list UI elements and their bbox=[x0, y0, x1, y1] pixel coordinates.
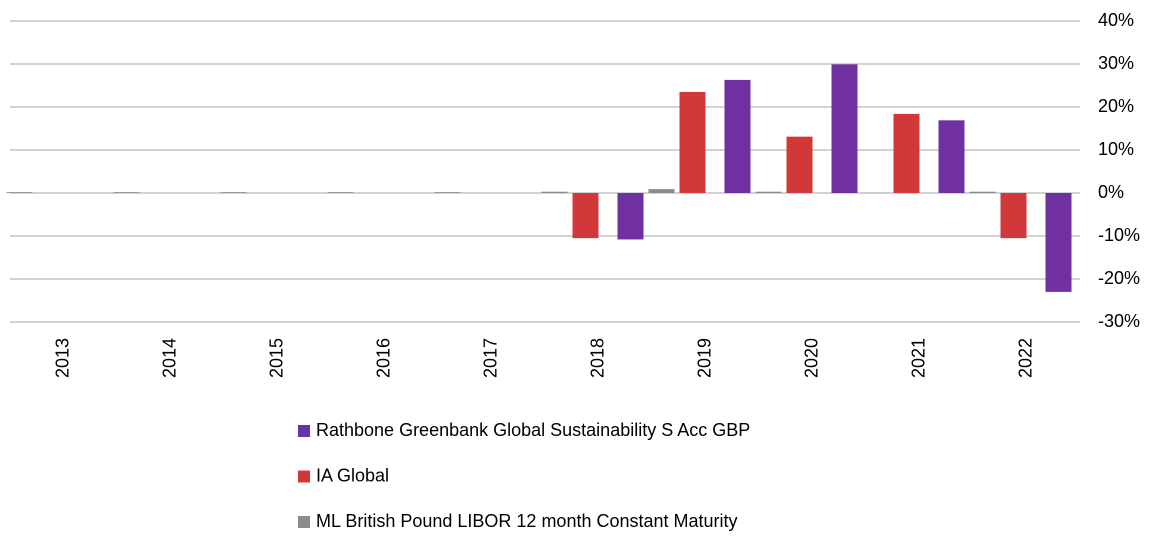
x-tick-label: 2018 bbox=[587, 338, 607, 378]
bar bbox=[755, 191, 782, 193]
x-tick-label: 2021 bbox=[908, 338, 928, 378]
legend-label: Rathbone Greenbank Global Sustainability… bbox=[316, 420, 750, 440]
legend-swatch bbox=[298, 516, 310, 528]
y-tick-label: 0% bbox=[1098, 182, 1124, 202]
x-tick-label: 2022 bbox=[1015, 338, 1035, 378]
bar bbox=[434, 192, 461, 193]
bar bbox=[617, 193, 644, 240]
y-tick-label: 40% bbox=[1098, 10, 1134, 30]
legend-label: ML British Pound LIBOR 12 month Constant… bbox=[316, 511, 738, 531]
y-tick-label: -30% bbox=[1098, 311, 1140, 331]
y-tick-label: 10% bbox=[1098, 139, 1134, 159]
x-tick-label: 2020 bbox=[801, 338, 821, 378]
bar bbox=[831, 64, 858, 194]
bar bbox=[113, 192, 140, 193]
x-tick-label: 2013 bbox=[52, 338, 72, 378]
legend-label: IA Global bbox=[316, 465, 389, 485]
y-tick-label: -20% bbox=[1098, 268, 1140, 288]
bar bbox=[786, 136, 813, 193]
y-tick-label: 30% bbox=[1098, 53, 1134, 73]
bar bbox=[541, 191, 568, 193]
bar bbox=[969, 191, 996, 193]
x-tick-label: 2015 bbox=[266, 338, 286, 378]
x-tick-label: 2019 bbox=[694, 338, 714, 378]
x-tick-label: 2017 bbox=[480, 338, 500, 378]
bar bbox=[724, 79, 751, 193]
bar bbox=[862, 192, 889, 194]
y-tick-label: -10% bbox=[1098, 225, 1140, 245]
bar bbox=[893, 113, 920, 193]
bar bbox=[572, 193, 599, 239]
bar bbox=[1045, 193, 1072, 292]
bar bbox=[327, 192, 354, 193]
legend-swatch bbox=[298, 470, 310, 483]
legend-swatch bbox=[298, 425, 310, 437]
bar bbox=[1000, 193, 1027, 239]
bar bbox=[220, 192, 247, 193]
bar bbox=[679, 91, 706, 193]
x-tick-label: 2016 bbox=[373, 338, 393, 378]
bar bbox=[6, 192, 33, 193]
bar bbox=[938, 120, 965, 193]
bar bbox=[648, 189, 675, 193]
y-tick-label: 20% bbox=[1098, 96, 1134, 116]
x-tick-label: 2014 bbox=[159, 338, 179, 378]
